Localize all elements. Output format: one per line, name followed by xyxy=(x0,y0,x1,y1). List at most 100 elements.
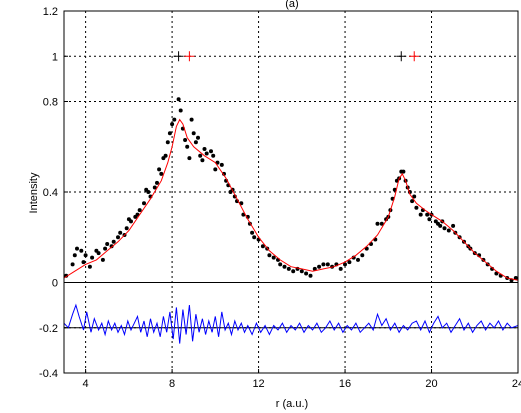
data-point xyxy=(219,162,224,167)
x-tick-label: 16 xyxy=(339,378,351,390)
data-point xyxy=(70,262,75,267)
data-point xyxy=(260,244,265,249)
y-tick-label: 0.4 xyxy=(43,187,58,199)
data-point xyxy=(250,230,255,235)
data-point xyxy=(425,212,430,217)
data-point xyxy=(282,264,287,269)
data-point xyxy=(418,212,423,217)
data-point xyxy=(83,253,88,258)
y-tick-label: 1 xyxy=(52,51,58,63)
data-point xyxy=(116,235,120,240)
data-point xyxy=(191,131,196,136)
data-point xyxy=(183,138,188,142)
data-point xyxy=(90,255,95,260)
data-point xyxy=(446,228,451,233)
y-axis-label: Intensity xyxy=(28,172,40,213)
x-tick-label: 8 xyxy=(169,378,175,390)
data-point xyxy=(185,144,190,149)
data-point xyxy=(124,226,129,231)
data-point xyxy=(178,108,183,113)
data-point xyxy=(157,167,162,172)
x-tick-label: 24 xyxy=(512,378,521,390)
data-point xyxy=(213,167,218,172)
x-tick-label: 4 xyxy=(83,378,89,390)
x-tick-label: 12 xyxy=(252,378,264,390)
data-point xyxy=(442,226,447,231)
data-point xyxy=(308,273,313,278)
data-point xyxy=(172,117,177,122)
data-point xyxy=(167,131,172,136)
data-point xyxy=(81,260,86,265)
data-point xyxy=(347,260,352,265)
data-point xyxy=(325,262,330,267)
data-point xyxy=(427,217,432,222)
data-point xyxy=(401,169,406,174)
data-point xyxy=(312,266,317,271)
data-point xyxy=(410,199,415,204)
data-point xyxy=(494,271,499,276)
y-tick-label: -0.2 xyxy=(39,323,58,335)
data-point xyxy=(304,271,309,276)
data-point xyxy=(222,171,226,176)
data-point xyxy=(189,117,194,122)
data-point xyxy=(317,264,322,269)
data-point xyxy=(321,262,326,267)
data-point xyxy=(360,253,365,258)
x-axis-label: r (a.u.) xyxy=(276,398,308,410)
data-point xyxy=(196,135,200,140)
data-point xyxy=(129,219,133,224)
data-point xyxy=(200,158,205,163)
chart-title: (a) xyxy=(285,0,298,10)
data-point xyxy=(209,149,213,154)
plus-marker xyxy=(184,51,195,62)
data-point xyxy=(75,246,79,251)
data-point xyxy=(109,244,114,249)
reference-lines xyxy=(64,282,518,329)
grid xyxy=(64,10,519,374)
plus-marker xyxy=(409,51,420,62)
series-layer xyxy=(63,97,519,344)
data-point xyxy=(146,190,151,194)
data-point xyxy=(159,171,164,176)
data-point xyxy=(193,140,198,145)
data-point xyxy=(87,264,92,269)
data-point xyxy=(155,180,159,185)
data-point xyxy=(356,257,360,262)
data-point xyxy=(79,248,84,253)
y-tick-label: 0.8 xyxy=(43,97,58,109)
data-point xyxy=(202,147,207,151)
data-point xyxy=(137,208,142,213)
peak-markers xyxy=(173,51,420,62)
data-point xyxy=(451,223,456,228)
data-point xyxy=(187,156,192,161)
data-point xyxy=(412,194,417,199)
data-point xyxy=(414,205,419,210)
data-point xyxy=(72,253,77,258)
data-point xyxy=(170,122,175,127)
x-tick-label: 20 xyxy=(425,378,437,390)
data-point xyxy=(165,140,170,145)
data-point xyxy=(438,223,443,228)
data-point xyxy=(163,153,168,158)
tick-labels: 4 8 12 16 20 24 -0.4 -0.2 0 0.4 0.8 1 1.2 xyxy=(39,6,521,390)
data-point xyxy=(118,230,123,235)
data-point xyxy=(105,242,110,246)
data-point xyxy=(142,201,146,206)
data-point xyxy=(252,235,257,240)
data-point xyxy=(286,266,291,271)
data-point xyxy=(96,251,101,256)
y-tick-label: 1.2 xyxy=(43,6,58,18)
data-point xyxy=(152,185,157,190)
data-point xyxy=(198,153,203,158)
data-point xyxy=(379,221,384,226)
y-tick-label: 0 xyxy=(52,278,58,290)
data-point xyxy=(204,151,209,156)
data-point xyxy=(278,262,283,267)
data-point xyxy=(291,269,296,274)
data-point xyxy=(343,262,347,267)
data-point xyxy=(211,153,216,158)
data-point xyxy=(375,221,380,226)
data-point xyxy=(176,97,181,102)
data-point xyxy=(338,266,343,271)
